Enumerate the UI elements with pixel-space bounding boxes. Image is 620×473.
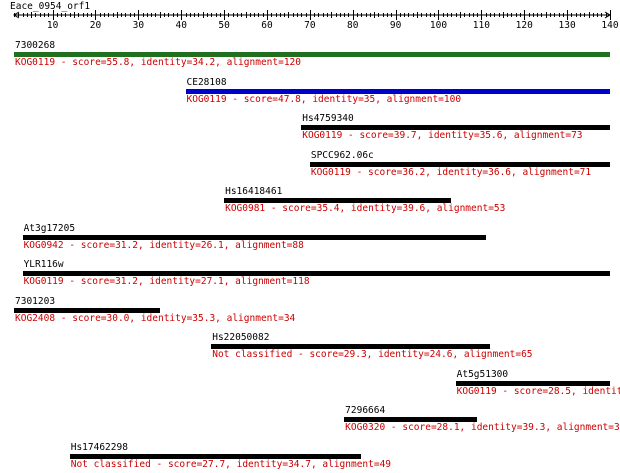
tick-label: 120 [515, 20, 533, 31]
hit-description: KOG2408 - score=30.0, identity=35.3, ali… [15, 312, 296, 324]
hit-name[interactable]: 7296664 [345, 405, 386, 416]
hit-name[interactable]: SPCC962.06c [310, 149, 374, 161]
tick-label: 70 [304, 20, 316, 31]
hit-bar[interactable] [211, 344, 490, 349]
tick-label: 40 [175, 20, 187, 31]
hit-bar[interactable] [69, 453, 362, 459]
hit-description: KOG0320 - score=28.1, identity=39.3, ali… [345, 422, 620, 433]
tick-label: 110 [472, 20, 490, 31]
hit-bar[interactable] [14, 52, 610, 57]
tick-label: 90 [389, 20, 402, 31]
hit-bar[interactable] [224, 198, 452, 203]
hit-bar[interactable] [309, 161, 610, 167]
hit-name[interactable]: 7300268 [15, 40, 56, 51]
hit-bar[interactable] [22, 234, 486, 240]
hit-name[interactable]: Hs4759340 [302, 113, 354, 124]
tick-label: 50 [218, 20, 230, 31]
tick-label: 60 [261, 20, 273, 31]
hit-bar[interactable] [185, 88, 610, 94]
hit-name[interactable]: Hs17462298 [70, 441, 128, 453]
hit-description: KOG0942 - score=31.2, identity=26.1, ali… [23, 239, 304, 251]
hit-name[interactable]: At3g17205 [23, 222, 76, 234]
hit-description: KOG0119 - score=28.5, identity=30.5, ali… [456, 385, 620, 397]
hit-description: Not classified - score=27.7, identity=34… [70, 458, 392, 470]
tick-label: 30 [132, 20, 145, 31]
hit-name[interactable]: 7301203 [15, 295, 56, 307]
tick-label: 100 [429, 20, 448, 31]
hit-bar[interactable] [14, 307, 160, 313]
hit-name[interactable]: CE28108 [186, 76, 227, 88]
hit-description: KOG0119 - score=39.7, identity=35.6, ali… [302, 130, 583, 141]
hit-bar[interactable] [301, 125, 610, 130]
hit-description: Not classified - score=29.3, identity=24… [212, 349, 533, 360]
hit-description: KOG0981 - score=35.4, identity=39.6, ali… [225, 203, 506, 214]
tick-label: 80 [346, 20, 359, 31]
tick-label: 130 [558, 20, 576, 31]
hit-bar[interactable] [344, 417, 478, 422]
hit-name[interactable]: Hs22050082 [212, 332, 270, 343]
tick-label: 140 [601, 20, 619, 31]
hit-description: KOG0119 - score=55.8, identity=34.2, ali… [15, 57, 301, 68]
hit-description: KOG0119 - score=31.2, identity=27.1, ali… [23, 276, 310, 287]
hit-name[interactable]: At5g51300 [456, 368, 509, 380]
tick-label: 10 [46, 20, 59, 31]
hit-name[interactable]: YLR116w [23, 259, 64, 270]
tick-label: 20 [89, 20, 102, 31]
hit-bar[interactable] [455, 380, 610, 386]
hit-name[interactable]: Hs16418461 [225, 186, 283, 197]
sequence-title: Eace_0954_orf1 [10, 1, 91, 12]
hit-description: KOG0119 - score=36.2, identity=36.6, ali… [310, 166, 592, 178]
hit-bar[interactable] [22, 271, 610, 276]
hit-description: KOG0119 - score=47.8, identity=35, align… [186, 93, 462, 105]
